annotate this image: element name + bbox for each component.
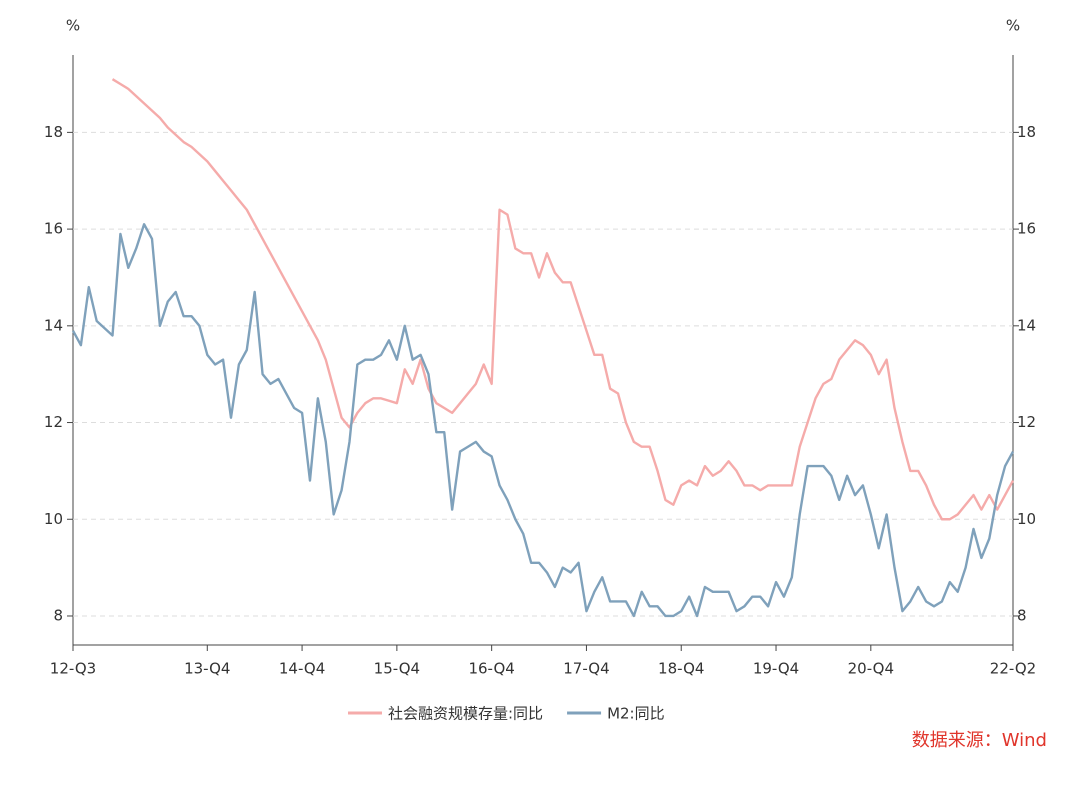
series-line — [111, 78, 1015, 521]
y2-tick-label: 16 — [1017, 220, 1036, 238]
y-tick-label: 14 — [44, 316, 63, 334]
y-axis-unit: % — [66, 17, 80, 35]
x-tick-label: 13-Q4 — [184, 660, 230, 678]
y-tick-label: 12 — [44, 413, 63, 431]
x-tick-label: 12-Q3 — [50, 660, 96, 678]
y2-tick-label: 14 — [1017, 316, 1036, 334]
x-tick-label: 18-Q4 — [658, 660, 704, 678]
legend-label: 社会融资规模存量:同比 — [388, 705, 543, 723]
y-tick-label: 16 — [44, 220, 63, 238]
y2-tick-label: 10 — [1017, 510, 1036, 528]
y2-tick-label: 18 — [1017, 123, 1036, 141]
x-tick-label: 14-Q4 — [279, 660, 325, 678]
legend-label: M2:同比 — [607, 705, 665, 723]
y-tick-label: 10 — [44, 510, 63, 528]
x-tick-label: 15-Q4 — [374, 660, 420, 678]
y2-tick-label: 8 — [1017, 606, 1027, 624]
y-tick-label: 18 — [44, 123, 63, 141]
x-tick-label: 20-Q4 — [848, 660, 894, 678]
y2-axis-unit: % — [1006, 17, 1020, 35]
source-note: 数据来源：Wind — [912, 730, 1047, 751]
x-tick-label: 17-Q4 — [563, 660, 609, 678]
x-tick-label: 19-Q4 — [753, 660, 799, 678]
series-line — [71, 223, 1015, 618]
y2-tick-label: 12 — [1017, 413, 1036, 431]
x-tick-label: 22-Q2 — [990, 660, 1036, 678]
y-tick-label: 8 — [53, 606, 63, 624]
x-tick-label: 16-Q4 — [468, 660, 514, 678]
